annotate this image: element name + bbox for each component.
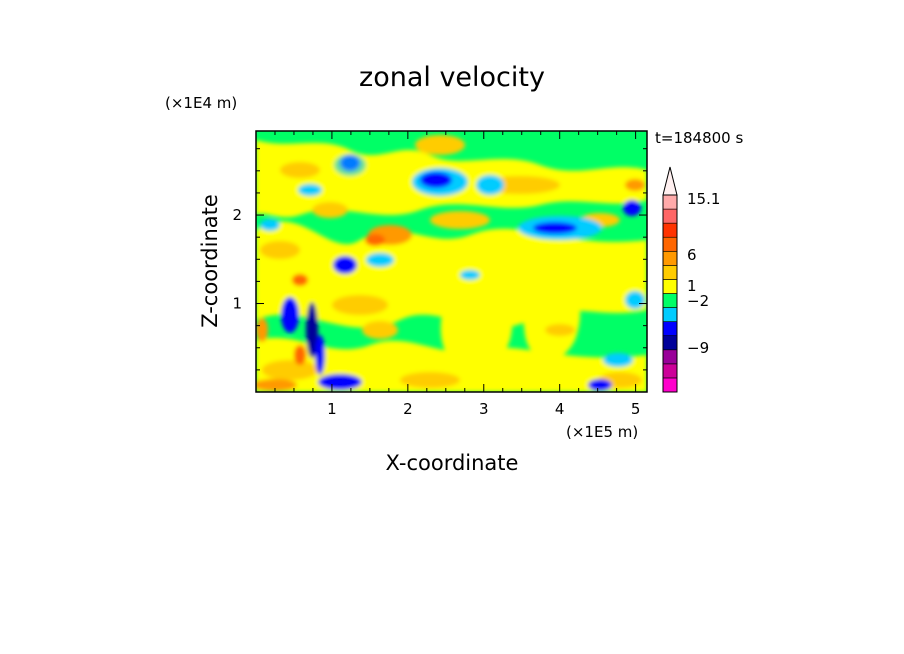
chart-title: zonal velocity: [359, 62, 545, 93]
y-tick-label: 2: [232, 206, 242, 224]
y-axis-label: Z-coordinate: [198, 194, 222, 328]
colorbar-overflow-arrow: [662, 166, 678, 196]
colorbar-swatch: [662, 265, 678, 280]
x-axis-label: X-coordinate: [386, 451, 519, 475]
colorbar-swatch: [662, 222, 678, 238]
y-axis-unit: (×1E4 m): [165, 94, 237, 112]
x-tick-label: 4: [555, 400, 565, 418]
heatmap-field: [256, 131, 647, 392]
colorbar-swatch: [662, 279, 678, 294]
y-axis-ticks: 12: [232, 148, 647, 371]
colorbar-swatch: [662, 335, 678, 351]
time-label: t=184800 s: [655, 129, 743, 147]
colorbar-swatch: [662, 236, 678, 252]
colorbar-outline: [662, 194, 678, 393]
colorbar-label: −2: [687, 292, 709, 310]
colorbar: 15.1 6 1−2 −9: [662, 166, 720, 393]
colorbar-label: −9: [687, 339, 709, 357]
colorbar-swatch: [662, 208, 678, 224]
colorbar-swatch: [662, 293, 678, 308]
colorbar-label: 6: [687, 246, 697, 264]
x-tick-label: 5: [631, 400, 641, 418]
colorbar-label: 1: [687, 277, 697, 295]
x-axis-ticks: 1 2 3 4 5: [274, 131, 641, 418]
colorbar-swatch: [662, 194, 678, 210]
y-tick-label: 1: [232, 295, 242, 313]
colorbar-swatch: [662, 307, 678, 322]
colorbar-swatch: [662, 250, 678, 266]
colorbar-swatch: [662, 321, 678, 337]
x-axis-unit: (×1E5 m): [566, 423, 638, 441]
colorbar-label: 15.1: [687, 190, 720, 208]
colorbar-swatch: [662, 363, 678, 379]
plot-frame: [255, 130, 648, 393]
colorbar-swatch: [662, 377, 678, 393]
colorbar-swatch: [662, 349, 678, 365]
x-tick-label: 2: [403, 400, 413, 418]
x-tick-label: 1: [327, 400, 337, 418]
x-tick-label: 3: [479, 400, 489, 418]
